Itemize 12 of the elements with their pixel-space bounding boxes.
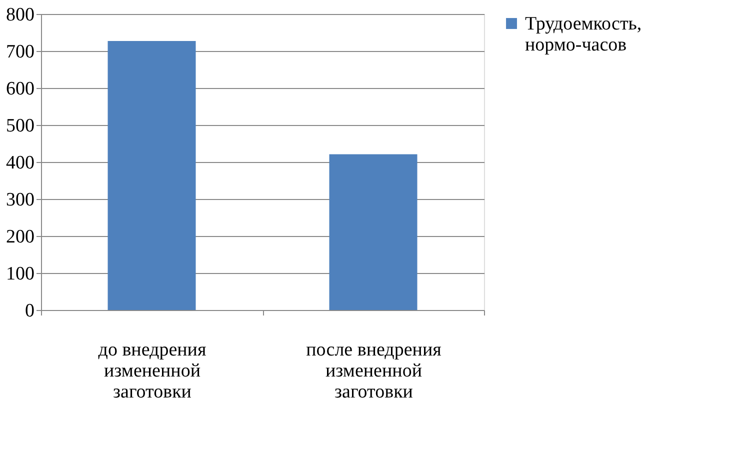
y-tick-label: 500	[6, 116, 34, 136]
y-tick-label: 300	[6, 190, 34, 210]
y-tick-label: 600	[6, 78, 34, 100]
y-tick-label: 700	[6, 42, 34, 62]
y-tick-label: 100	[6, 264, 34, 284]
x-tick-label: после внедрения измененной заготовки	[306, 340, 442, 402]
legend-label: Трудоемкость, нормо-часов	[525, 14, 642, 56]
y-tick-label: 200	[6, 226, 34, 248]
y-tick-label: 400	[6, 152, 34, 174]
y-tick-label: 0	[25, 300, 34, 322]
x-tick-label: до внедрения измененной заготовки	[98, 340, 206, 402]
y-tick-label: 800	[6, 4, 34, 26]
